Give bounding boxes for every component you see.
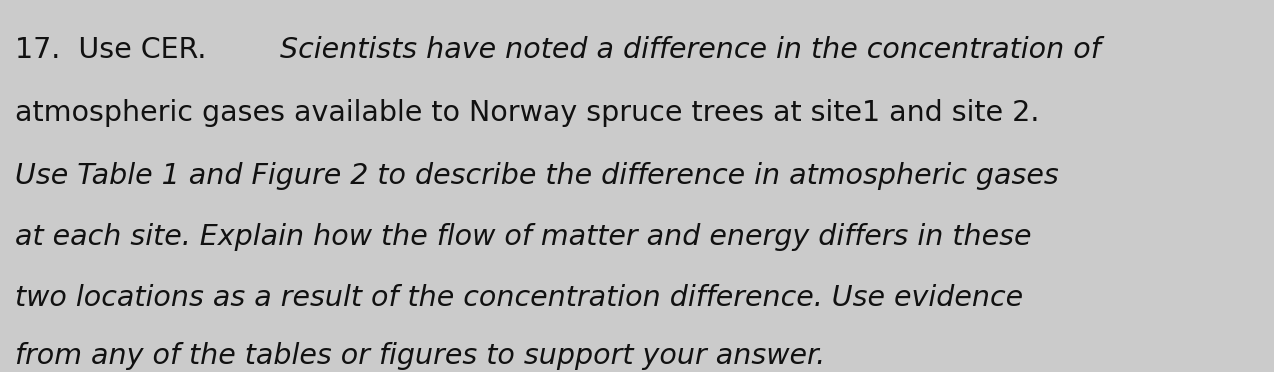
Text: atmospheric gases available to Norway spruce trees at site1 and site 2.: atmospheric gases available to Norway sp… xyxy=(15,99,1040,128)
Text: from any of the tables or figures to support your answer.: from any of the tables or figures to sup… xyxy=(15,342,826,371)
Text: two locations as a result of the concentration difference. Use evidence: two locations as a result of the concent… xyxy=(15,284,1023,312)
Text: 17.  Use CER.: 17. Use CER. xyxy=(15,36,206,64)
Text: at each site. Explain how the flow of matter and energy differs in these: at each site. Explain how the flow of ma… xyxy=(15,223,1032,251)
Text: Use Table 1 and Figure 2 to describe the difference in atmospheric gases: Use Table 1 and Figure 2 to describe the… xyxy=(15,161,1059,190)
Text: Scientists have noted a difference in the concentration of: Scientists have noted a difference in th… xyxy=(262,36,1101,64)
